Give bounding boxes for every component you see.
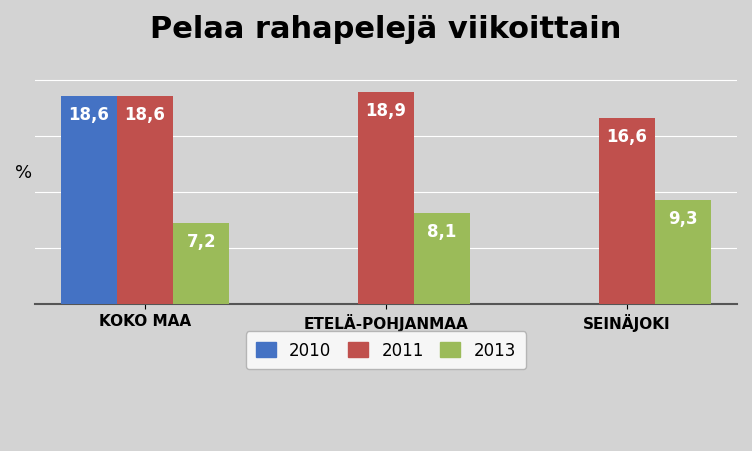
Bar [173, 224, 229, 304]
Bar [358, 93, 414, 304]
Bar [414, 214, 470, 304]
Text: 18,6: 18,6 [125, 106, 165, 124]
Bar [655, 200, 711, 304]
Text: 7,2: 7,2 [186, 233, 216, 251]
Text: 18,9: 18,9 [365, 102, 406, 120]
Text: 16,6: 16,6 [606, 128, 647, 146]
Bar [61, 97, 117, 304]
Text: 18,6: 18,6 [68, 106, 109, 124]
Y-axis label: %: % [15, 163, 32, 181]
Title: Pelaa rahapelejä viikoittain: Pelaa rahapelejä viikoittain [150, 15, 621, 44]
Legend: 2010, 2011, 2013: 2010, 2011, 2013 [246, 331, 526, 369]
Text: 8,1: 8,1 [427, 223, 456, 241]
Text: 9,3: 9,3 [668, 209, 698, 227]
Bar [599, 119, 655, 304]
Bar [117, 97, 173, 304]
